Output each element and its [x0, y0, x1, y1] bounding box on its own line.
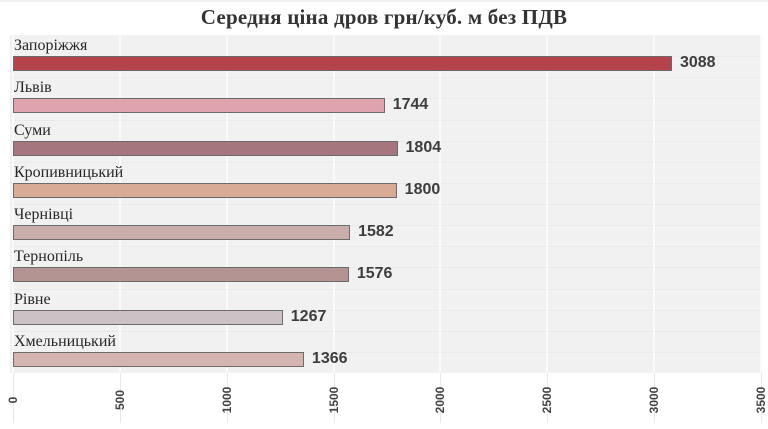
v-gridline: [546, 35, 549, 373]
category-label: Львів: [14, 79, 52, 97]
category-label: Кропивницький: [14, 163, 124, 181]
category-label: Рівне: [14, 290, 51, 308]
v-gridline: [439, 35, 442, 373]
bar-value-label: 1366: [311, 349, 348, 367]
category-label: Чернівці: [14, 206, 74, 223]
x-axis-tick-label: 2500: [540, 386, 555, 414]
v-gridline-below: [226, 373, 228, 423]
v-gridline-below: [761, 373, 762, 423]
bar-value-label: 1744: [392, 96, 429, 114]
bar: [13, 140, 398, 156]
bar-value-label: 1800: [404, 180, 441, 198]
v-gridline-below: [13, 373, 14, 423]
x-axis-tick-label: 1500: [326, 386, 341, 414]
v-gridline-below: [440, 373, 442, 423]
h-gridline: [10, 330, 762, 332]
h-gridline: [10, 267, 762, 269]
bar: [13, 351, 304, 367]
h-gridline: [10, 309, 762, 311]
h-gridline: [10, 246, 762, 248]
category-label: Тернопіль: [14, 248, 84, 266]
x-axis-tick-label: 3000: [647, 386, 662, 414]
x-axis-tick-label: 500: [112, 389, 127, 411]
h-gridline: [10, 161, 762, 163]
bar-value-label: 1804: [405, 138, 442, 156]
h-gridline: [10, 98, 762, 100]
category-label: Хмельницький: [14, 332, 116, 350]
v-gridline-below: [547, 373, 549, 423]
v-gridline-below: [333, 373, 335, 423]
v-gridline: [653, 35, 656, 373]
x-axis-tick-label: 0: [6, 396, 20, 404]
x-axis-tick-label: 2000: [433, 386, 448, 414]
category-label: Суми: [14, 121, 51, 139]
v-gridline: [760, 35, 762, 373]
v-gridline: [332, 35, 335, 373]
bar-value-label: 3088: [679, 54, 716, 71]
v-gridline: [118, 35, 121, 373]
bar-value-label: 1582: [358, 223, 394, 240]
bar: [13, 267, 349, 283]
h-gridline: [10, 288, 762, 290]
bar-value-label: 1576: [356, 265, 393, 283]
v-gridline: [12, 35, 14, 373]
h-gridline: [10, 77, 762, 79]
bar: [13, 98, 385, 114]
category-label: Запоріжжя: [14, 37, 88, 54]
bar: [13, 182, 397, 198]
bar: [13, 225, 351, 240]
chart-title: Середня ціна дров грн/куб. м без ПДВ: [200, 5, 568, 29]
h-gridline: [10, 225, 762, 227]
bar-value-label: 1267: [290, 307, 327, 325]
bar: [13, 309, 283, 325]
h-gridline: [10, 351, 762, 353]
v-gridline-below: [654, 373, 656, 423]
h-gridline: [10, 204, 762, 205]
v-gridline-below: [119, 373, 121, 423]
v-gridline: [225, 35, 228, 373]
x-axis-tick-label: 3500: [754, 386, 768, 414]
bar: [13, 56, 672, 71]
h-gridline: [10, 119, 762, 121]
x-axis-tick-label: 1000: [219, 386, 234, 414]
